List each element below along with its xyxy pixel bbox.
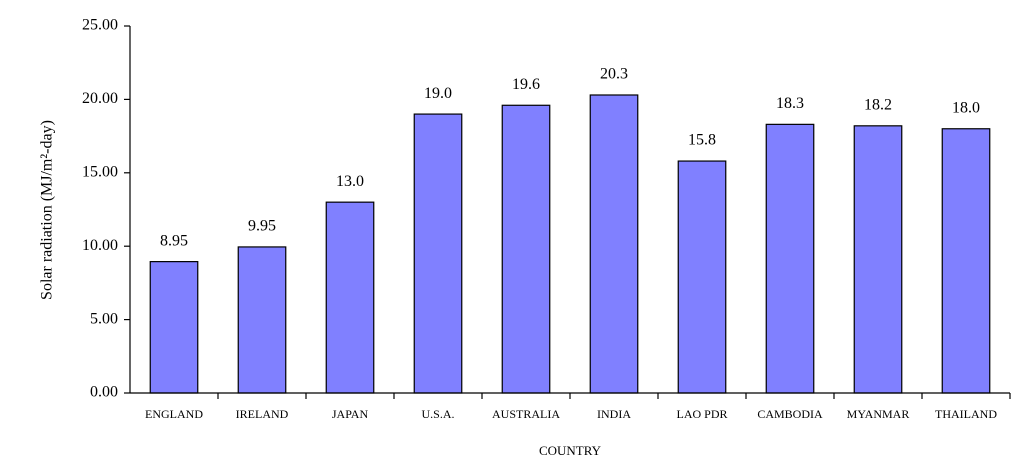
- x-tick-label: INDIA: [597, 407, 631, 421]
- y-tick-label: 20.00: [82, 90, 118, 107]
- bar: [501, 104, 551, 394]
- x-tick-label: CAMBODIA: [757, 407, 823, 421]
- bar: [237, 246, 287, 394]
- x-tick-label: THAILAND: [935, 407, 997, 421]
- value-label: 19.0: [424, 85, 452, 102]
- x-tick-label: U.S.A.: [421, 407, 454, 421]
- bar: [149, 261, 199, 394]
- value-label: 20.3: [600, 66, 628, 83]
- x-tick-label: LAO PDR: [676, 407, 727, 421]
- x-tick-label: JAPAN: [332, 407, 369, 421]
- value-label: 15.8: [688, 132, 716, 149]
- value-label: 18.3: [776, 95, 804, 112]
- x-tick-label: AUSTRALIA: [492, 407, 560, 421]
- bar: [941, 128, 991, 394]
- bar: [325, 201, 375, 394]
- value-label: 8.95: [160, 232, 188, 249]
- x-axis-label: COUNTRY: [539, 443, 602, 458]
- bar: [589, 94, 639, 394]
- value-label: 18.2: [864, 96, 892, 113]
- x-tick-label: IRELAND: [236, 407, 289, 421]
- y-tick-label: 5.00: [90, 310, 118, 327]
- value-label: 19.6: [512, 76, 540, 93]
- y-tick-label: 10.00: [82, 237, 118, 254]
- value-label: 18.0: [952, 99, 980, 116]
- y-tick-label: 25.00: [82, 17, 118, 34]
- x-tick-label: MYANMAR: [847, 407, 910, 421]
- y-tick-label: 15.00: [82, 163, 118, 180]
- value-label: 9.95: [248, 218, 276, 235]
- bar: [765, 123, 815, 394]
- bar: [677, 160, 727, 394]
- bar: [413, 113, 463, 394]
- value-label: 13.0: [336, 173, 364, 190]
- y-axis-label: Solar radiation (MJ/m²-day): [39, 120, 56, 300]
- x-tick-label: ENGLAND: [145, 407, 203, 421]
- bar: [853, 125, 903, 394]
- y-tick-label: 0.00: [90, 384, 118, 401]
